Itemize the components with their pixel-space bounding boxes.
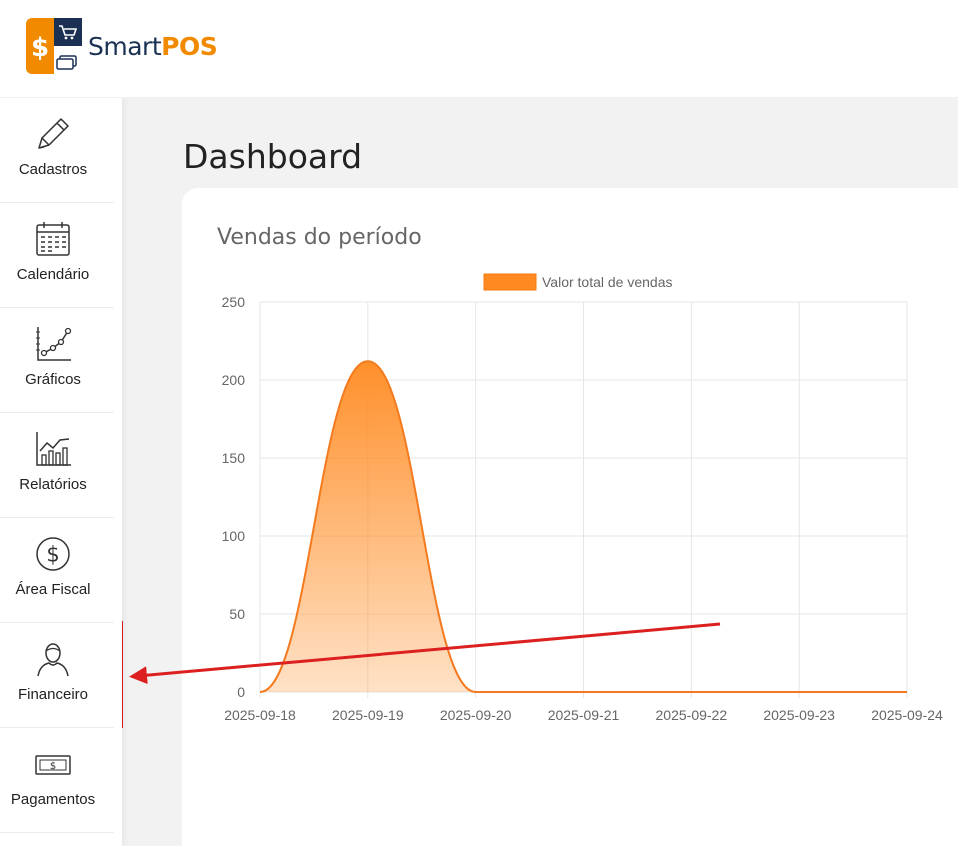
x-tick-label: 2025-09-20 — [440, 707, 512, 723]
sidebar-item-label: Área Fiscal — [15, 581, 91, 598]
sidebar-item-calendario[interactable]: Calendário — [0, 203, 114, 308]
dollar-circle-icon: $ — [36, 537, 70, 571]
x-tick-label: 2025-09-22 — [656, 707, 728, 723]
legend-swatch — [483, 273, 537, 291]
line-chart-icon — [36, 327, 72, 361]
sidebar-item-label: Calendário — [16, 266, 90, 283]
sidebar-item-label: Relatórios — [19, 476, 87, 493]
sidebar-item-area-fiscal[interactable]: $ Área Fiscal — [0, 518, 114, 623]
x-tick-label: 2025-09-19 — [332, 707, 404, 723]
sidebar-item-label: Financeiro — [17, 686, 89, 703]
series-area-fill — [260, 361, 907, 692]
legend-label: Valor total de vendas — [542, 274, 673, 290]
y-tick-label: 100 — [222, 528, 246, 544]
svg-text:$: $ — [46, 543, 59, 567]
series-line — [259, 360, 907, 693]
x-tick-label: 2025-09-18 — [224, 707, 296, 723]
calendar-icon — [36, 222, 70, 256]
top-bar: $ SmartPOS — [0, 0, 958, 98]
x-tick-label: 2025-09-24 — [871, 707, 943, 723]
sidebar-item-graficos[interactable]: Gráficos — [0, 308, 114, 413]
sales-card — [182, 188, 958, 846]
sidebar-item-relatorios[interactable]: Relatórios — [0, 413, 114, 518]
card-title: Vendas do período — [217, 225, 422, 250]
chart-series-area — [259, 360, 907, 693]
y-tick-label: 50 — [229, 606, 245, 622]
brand-pos: POS — [161, 32, 218, 61]
sidebar: Cadastros Calendário Gráficos — [0, 98, 122, 846]
y-tick-label: 250 — [222, 294, 246, 310]
brand-smart: Smart — [88, 32, 162, 61]
svg-text:$: $ — [31, 33, 49, 63]
y-tick-label: 0 — [237, 684, 245, 700]
y-tick-label: 150 — [222, 450, 246, 466]
sidebar-item-label: Cadastros — [18, 161, 88, 178]
smartpos-logo: $ — [26, 18, 82, 74]
page-title: Dashboard — [183, 137, 363, 176]
sidebar-item-label: Pagamentos — [10, 791, 96, 808]
annotation-arrow — [129, 622, 721, 685]
x-tick-label: 2025-09-23 — [763, 707, 835, 723]
brand-name: SmartPOS — [88, 32, 218, 61]
sidebar-item-label: Gráficos — [25, 371, 81, 388]
pencil-icon — [38, 118, 69, 149]
sidebar-item-pagamentos[interactable]: $ Pagamentos — [0, 728, 114, 833]
bar-chart-icon — [36, 432, 71, 466]
chart-legend: Valor total de vendas — [483, 273, 673, 291]
svg-text:$: $ — [50, 761, 56, 772]
banknote-icon: $ — [35, 755, 71, 775]
sidebar-item-financeiro[interactable]: Financeiro — [0, 623, 114, 728]
x-tick-label: 2025-09-21 — [548, 707, 620, 723]
user-icon — [37, 643, 69, 677]
y-tick-label: 200 — [222, 372, 246, 388]
chart-tick-labels: 0 50 100 150 200 250 2025-09-18 2025-09-19 2025-… — [222, 294, 943, 723]
sidebar-item-cadastros[interactable]: Cadastros — [0, 98, 114, 203]
